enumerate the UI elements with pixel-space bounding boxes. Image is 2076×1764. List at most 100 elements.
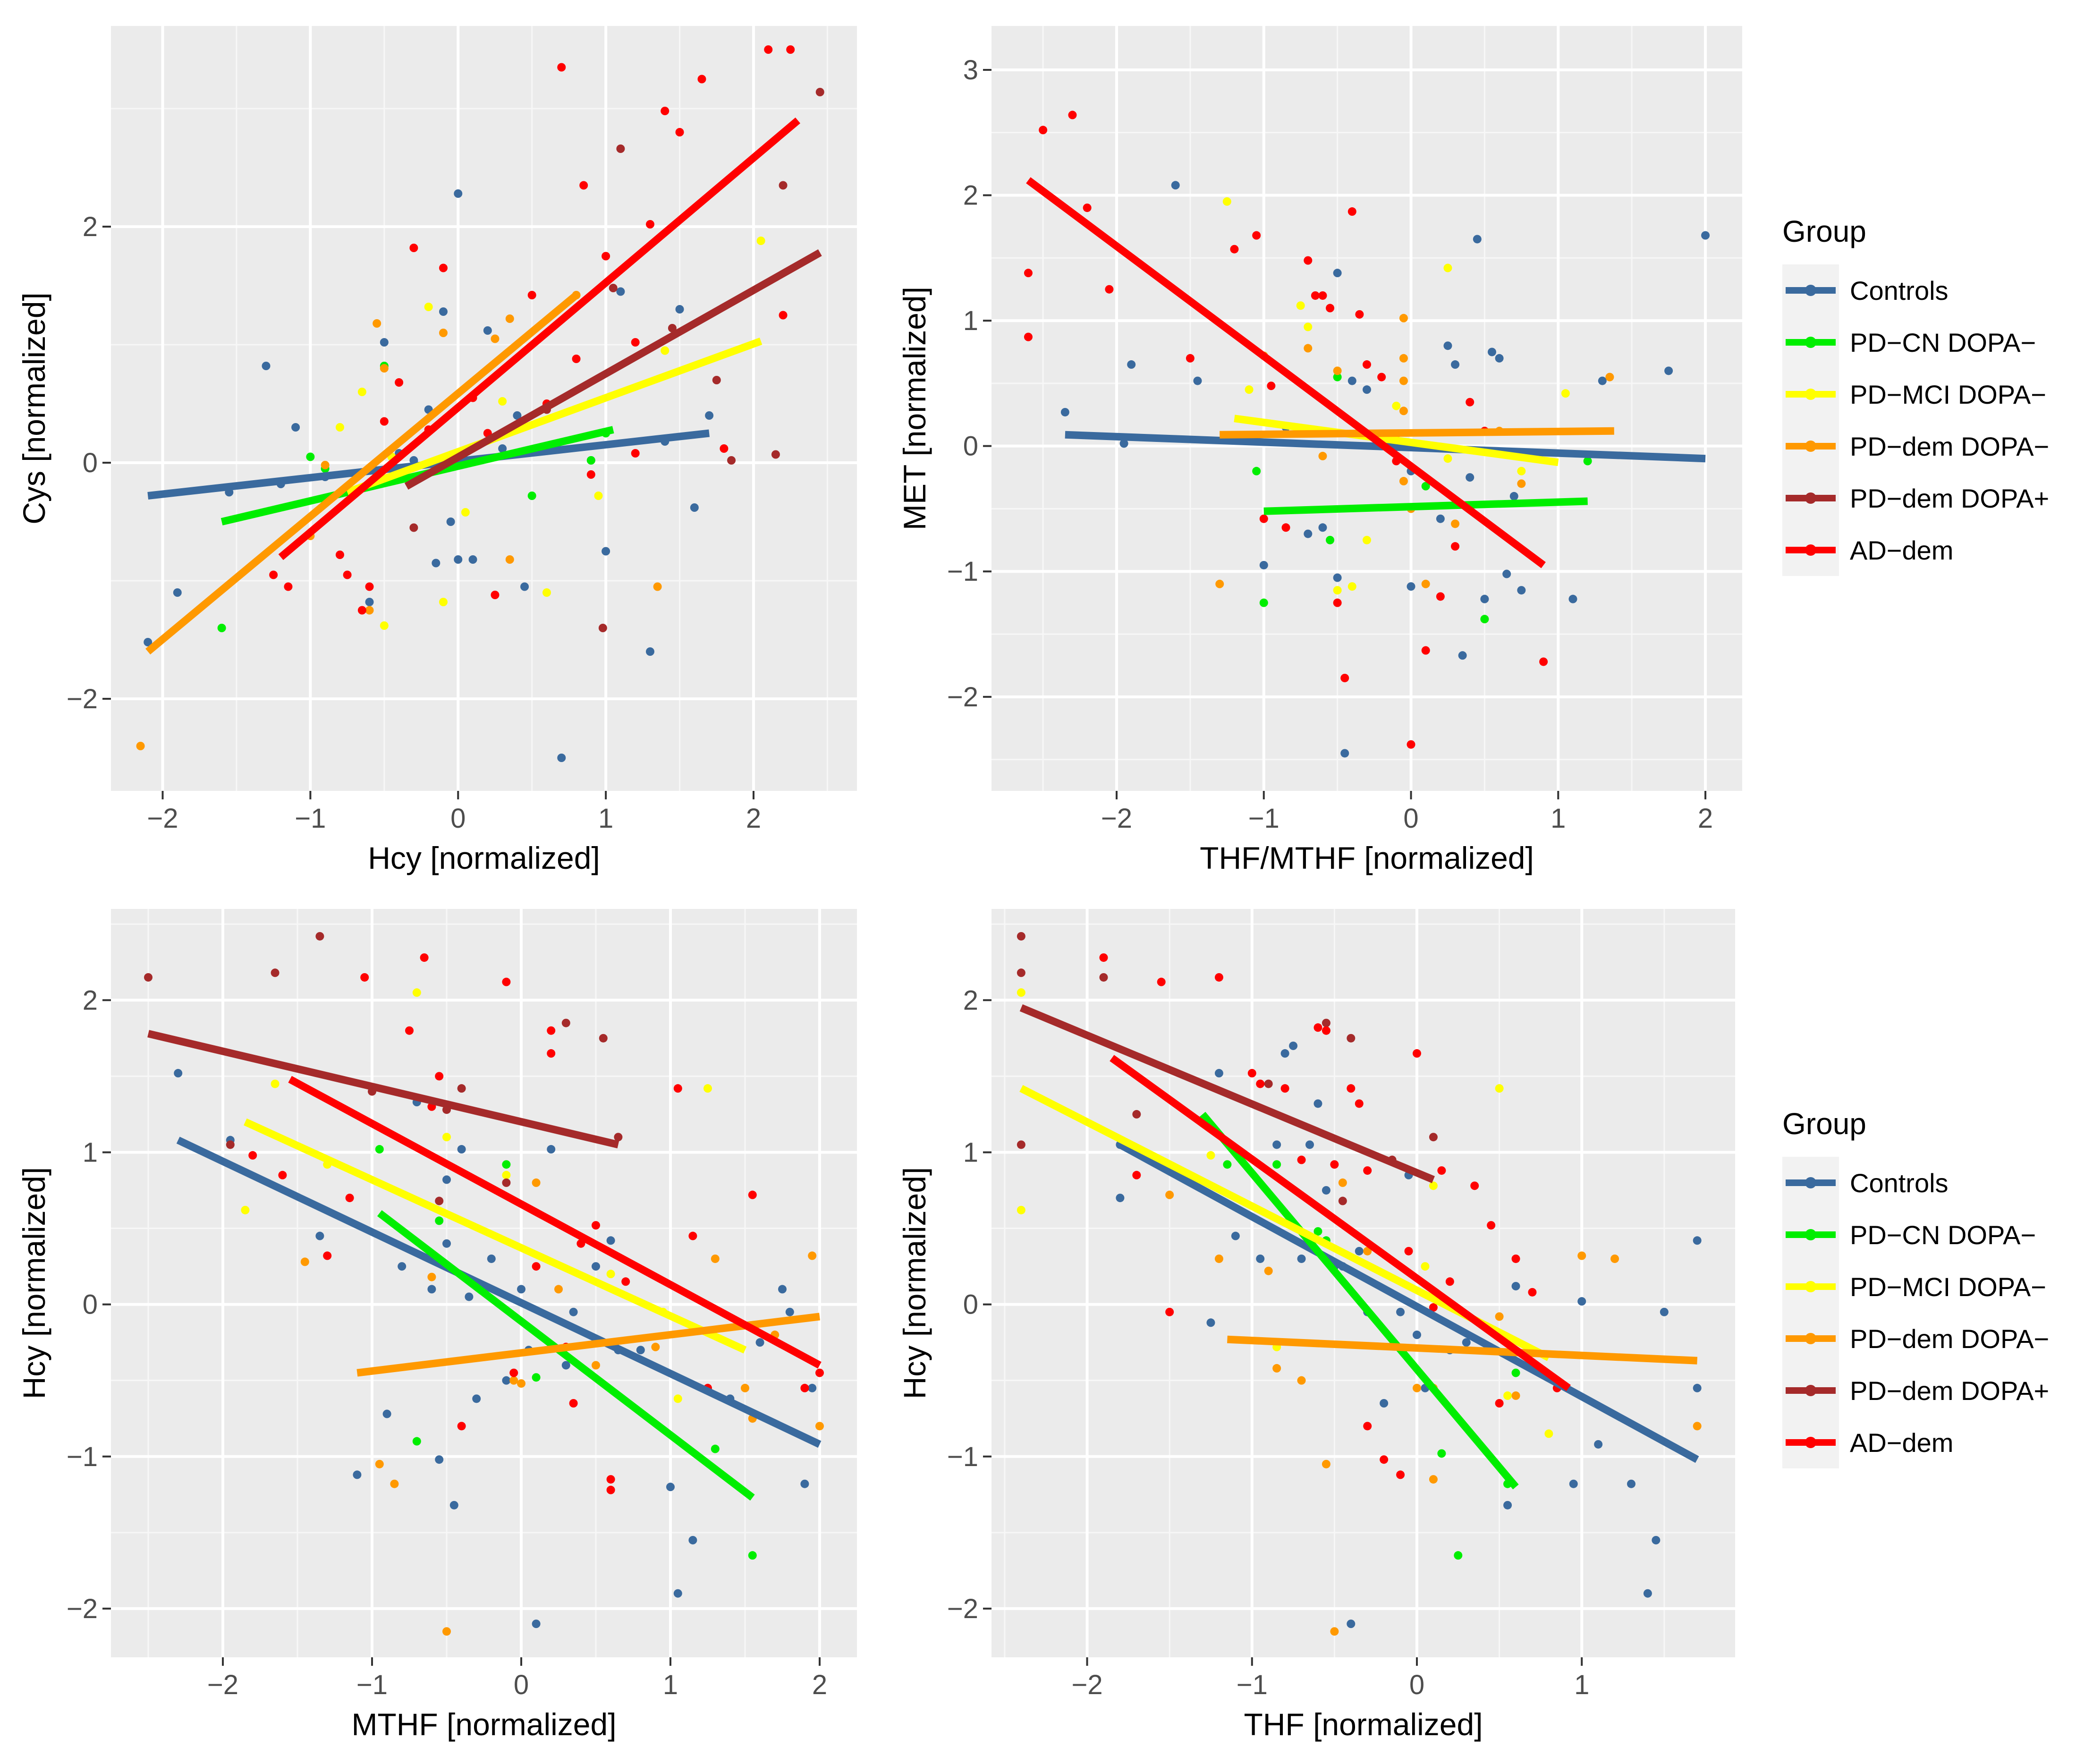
data-point <box>291 423 300 432</box>
data-point <box>412 1437 421 1446</box>
data-point <box>461 508 470 517</box>
data-point <box>1399 407 1408 416</box>
data-point <box>1322 1018 1330 1027</box>
data-point <box>661 346 669 355</box>
data-point <box>1186 354 1195 363</box>
data-point <box>1412 1049 1421 1058</box>
y-tick-label: −2 <box>67 684 98 714</box>
data-point <box>606 1485 615 1494</box>
data-point <box>532 1178 541 1187</box>
data-point <box>454 189 463 198</box>
data-point <box>779 181 788 190</box>
data-point <box>1355 310 1364 319</box>
data-point <box>1561 389 1570 398</box>
data-point <box>1305 1140 1314 1149</box>
data-point <box>1165 1190 1174 1199</box>
data-point <box>412 988 421 997</box>
data-point <box>1157 977 1166 986</box>
data-point <box>446 517 455 526</box>
y-tick-label: 3 <box>963 55 978 85</box>
y-tick-label: 1 <box>963 305 978 336</box>
data-point <box>1577 1251 1586 1260</box>
data-point <box>1024 269 1033 278</box>
data-point <box>1304 529 1313 538</box>
data-point <box>1660 1307 1669 1316</box>
data-point <box>432 559 441 568</box>
data-point <box>1429 1181 1438 1190</box>
data-point <box>136 742 145 750</box>
regression-line <box>244 1118 747 1354</box>
x-tick-label: −2 <box>1071 1670 1102 1700</box>
data-point <box>1511 1391 1520 1400</box>
data-point <box>1396 1470 1405 1479</box>
data-point <box>502 1376 511 1385</box>
data-point <box>1462 1338 1471 1347</box>
x-tick-label: 2 <box>812 1670 827 1700</box>
regression-line <box>147 1030 619 1149</box>
data-point <box>675 305 684 314</box>
data-point <box>468 555 477 564</box>
data-point <box>645 220 654 229</box>
x-axis-label: Hcy [normalized] <box>368 840 600 875</box>
data-point <box>609 284 618 292</box>
data-point <box>1223 1160 1232 1169</box>
data-point <box>1443 263 1452 272</box>
data-point <box>323 1251 332 1260</box>
data-point <box>1119 439 1128 448</box>
y-tick-label: −2 <box>947 682 978 712</box>
data-point <box>675 128 684 136</box>
data-point <box>1399 314 1408 322</box>
regression-line <box>1019 1004 1435 1183</box>
data-point <box>532 1262 541 1271</box>
data-point <box>1347 1034 1356 1043</box>
data-point <box>1289 1041 1298 1050</box>
data-point <box>144 973 153 982</box>
data-point <box>1017 968 1025 977</box>
regression-line <box>1118 1141 1699 1463</box>
data-point <box>1627 1479 1635 1488</box>
data-point <box>248 1151 257 1160</box>
data-point <box>586 456 595 465</box>
data-point <box>1487 1221 1496 1230</box>
legend-point <box>1805 1333 1816 1344</box>
data-point <box>1451 542 1460 551</box>
data-point <box>1568 594 1577 603</box>
data-point <box>764 45 773 54</box>
data-point <box>756 237 765 245</box>
data-point <box>668 324 677 332</box>
data-point <box>592 1361 600 1370</box>
data-point <box>815 88 824 96</box>
data-point <box>1333 373 1342 382</box>
data-point <box>569 1307 578 1316</box>
y-axis-label: Hcy [normalized] <box>897 1167 932 1399</box>
data-point <box>278 1170 287 1179</box>
legend-label: PD−dem DOPA+ <box>1850 1376 2049 1406</box>
data-point <box>711 1444 720 1453</box>
data-point <box>547 1026 556 1035</box>
data-point <box>398 1262 407 1271</box>
data-point <box>498 444 507 453</box>
data-point <box>1230 245 1239 254</box>
data-point <box>1363 1166 1372 1175</box>
data-point <box>1347 1620 1356 1628</box>
data-point <box>1313 1227 1322 1236</box>
data-point <box>1392 401 1401 410</box>
data-point <box>720 444 729 453</box>
data-point <box>409 523 418 532</box>
data-point <box>673 1084 682 1093</box>
data-point <box>592 1262 600 1271</box>
legend-top: Group Controls PD−CN DOPA− PD−MCI DOPA− PD−… <box>1782 214 2049 576</box>
legend-point <box>1805 544 1816 556</box>
data-point <box>688 1535 697 1544</box>
data-point <box>1214 1254 1223 1263</box>
data-point <box>1206 1318 1215 1327</box>
data-point <box>1313 1099 1322 1108</box>
data-point <box>697 75 706 84</box>
data-point <box>1245 385 1254 394</box>
data-point <box>343 570 352 579</box>
data-point <box>1437 1449 1446 1458</box>
data-point <box>335 423 344 432</box>
data-point <box>1363 1247 1372 1255</box>
data-point <box>1347 582 1356 591</box>
